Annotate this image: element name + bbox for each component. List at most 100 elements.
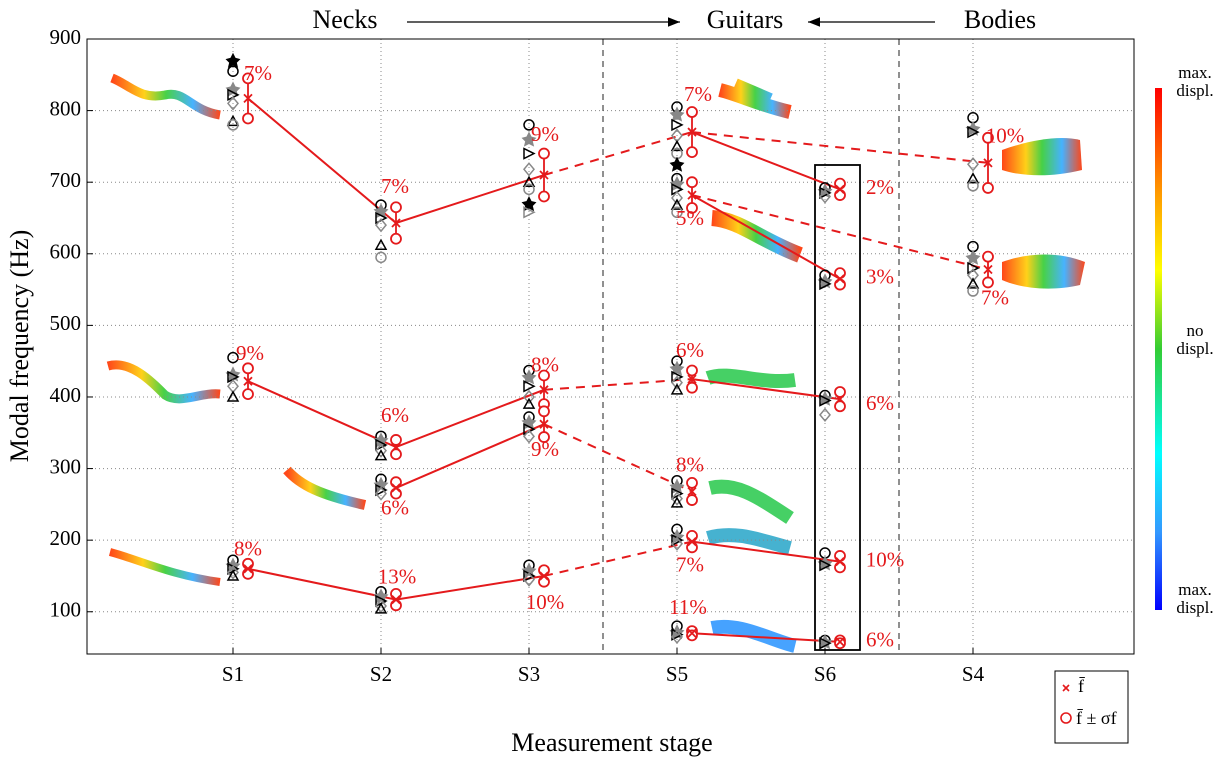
mean-line [543,131,693,176]
mean-line [395,423,545,489]
sigma-marker [538,369,550,382]
x-tick-label: S2 [370,662,392,686]
sigma-marker [686,381,698,394]
spread-label: 6% [866,391,894,415]
mode-shape [1002,254,1085,289]
mean-marker [391,442,401,452]
sigma-marker [390,448,402,461]
legend-label: f̄ [1078,676,1085,696]
sample-marker [819,637,832,650]
sample-marker [522,175,536,187]
mean-marker [687,374,697,384]
spread-label: 7% [244,61,272,85]
sample-marker [819,407,831,423]
sample-marker [671,190,683,206]
sample-marker [226,569,240,581]
y-tick-label: 900 [50,25,82,49]
sample-marker [523,380,536,393]
mode-shape [106,360,221,404]
sample-marker [225,81,241,97]
legend-symbol [1060,712,1072,724]
y-tick-label: 700 [50,168,82,192]
legend-symbol [1062,684,1070,692]
sample-marker [966,172,980,184]
sigma-marker [686,176,698,189]
sample-marker [671,487,684,500]
sample-marker [669,156,685,172]
sample-marker [670,496,684,508]
spread-label: 8% [676,452,704,476]
sample-marker [670,139,684,152]
highlight-box [814,164,861,651]
mean-marker [539,385,549,395]
mean-line [691,632,841,643]
y-tick-label: 800 [50,96,82,120]
sample-marker [523,119,535,131]
mode-shape [706,528,792,555]
sample-marker [965,249,981,265]
y-tick-label: 300 [50,454,82,478]
sigma-marker [242,72,254,85]
mean-marker [243,93,253,104]
spread-label: 9% [531,437,559,461]
spread-label: 6% [676,338,704,362]
sample-marker [375,251,387,264]
spread-label: 10% [526,590,565,614]
header-label: Guitars [707,5,784,34]
sample-marker [819,394,832,407]
mean-marker [687,190,697,200]
sample-marker [523,572,535,587]
sample-marker [671,370,684,384]
spread-label: 9% [531,122,559,146]
sigma-marker [686,629,698,642]
sample-marker [375,211,388,225]
sample-marker [966,277,980,289]
mean-line [691,194,841,280]
y-tick-label: 600 [50,240,82,264]
sigma-marker [686,364,698,377]
mode-shape [283,466,367,510]
mean-line [543,423,693,493]
sample-marker [523,206,536,219]
mode-shape [708,479,794,524]
sample-marker [227,351,239,364]
sample-marker [671,629,683,644]
sigma-marker [390,232,402,245]
sample-marker [374,449,388,461]
sample-marker [227,565,239,580]
sample-marker [225,52,241,68]
mode-shape [110,73,221,120]
mean-marker [983,264,993,275]
colorbar-label: displ. [1176,81,1213,100]
sample-marker [670,383,684,395]
mode-shape [705,368,796,388]
sample-marker [523,147,536,160]
y-axis-label: Modal frequency (Hz) [5,230,34,462]
sample-marker [669,360,685,376]
y-tick-label: 500 [50,311,82,335]
spread-label: 7% [676,552,704,576]
mean-marker [687,628,697,638]
sample-marker [375,443,387,458]
sigma-marker [538,431,550,443]
sample-marker [523,422,536,436]
mean-marker [539,571,549,581]
mean-marker [983,158,993,168]
sample-marker [523,429,535,444]
mode-shape [710,619,797,653]
mean-marker [391,594,401,605]
sample-marker [967,157,979,172]
sample-marker [523,183,535,196]
spread-label: 7% [684,82,712,106]
sigma-marker [390,434,402,446]
spread-label: 10% [866,547,905,571]
sigma-marker [834,386,846,398]
sample-marker [375,217,387,233]
colorbar-label: displ. [1176,339,1213,358]
legend [1054,670,1129,744]
sample-marker [523,389,535,405]
mean-marker [391,218,401,228]
sigma-marker [982,131,994,144]
mode-shapes [106,73,1085,653]
mean-marker [835,394,845,404]
